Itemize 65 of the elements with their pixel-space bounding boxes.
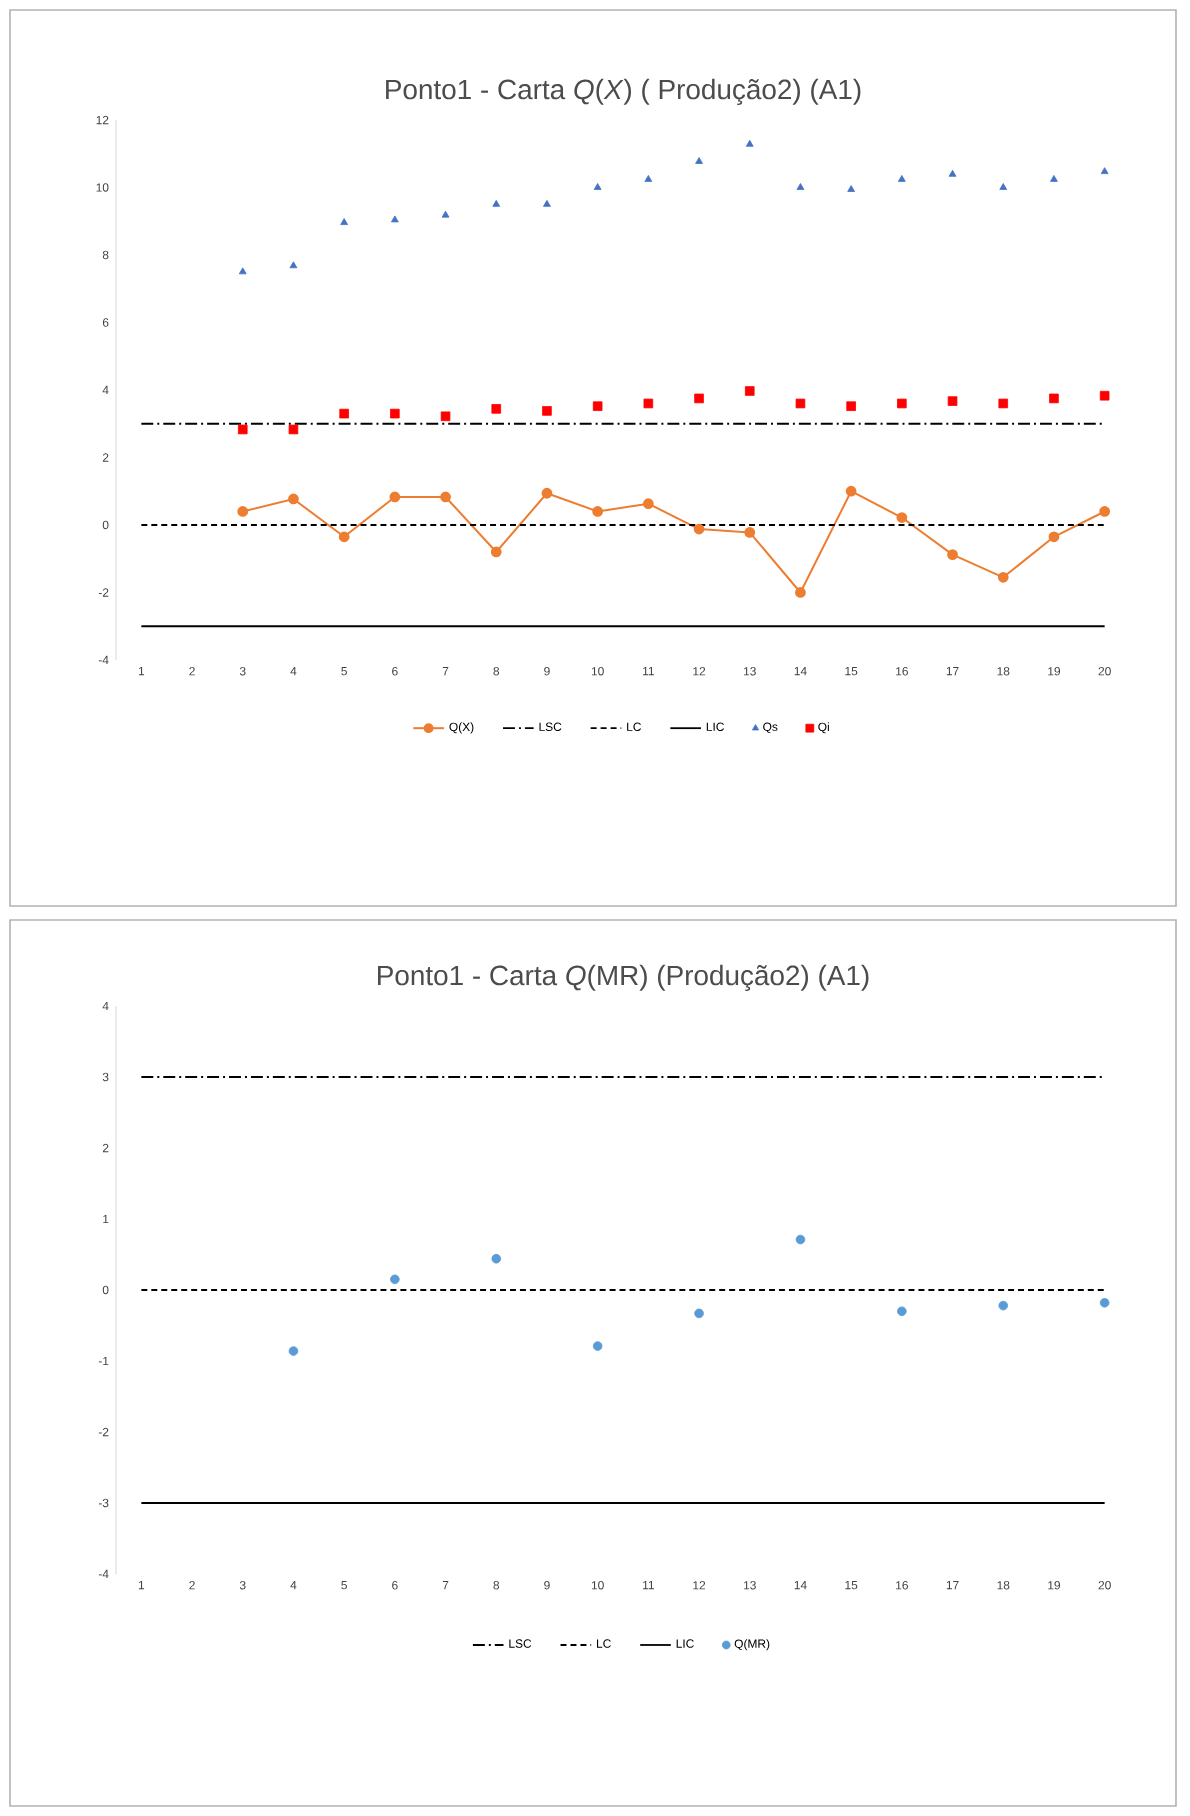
point	[541, 487, 553, 499]
point	[896, 512, 908, 523]
point	[543, 199, 551, 207]
point	[390, 408, 400, 419]
point	[288, 424, 299, 435]
point	[1099, 390, 1110, 401]
point	[948, 169, 957, 177]
point	[492, 199, 501, 207]
point	[592, 506, 604, 517]
point	[744, 386, 755, 396]
point	[947, 549, 958, 561]
point	[389, 491, 401, 503]
point	[695, 157, 703, 164]
point	[997, 571, 1009, 583]
point	[440, 491, 451, 503]
point	[898, 174, 906, 182]
point	[845, 485, 857, 497]
point	[999, 183, 1008, 190]
point	[592, 1341, 603, 1351]
chart-title: Ponto1 - Carta Q(MR) (Produção2) (A1)	[378, 964, 869, 991]
point	[897, 1306, 907, 1317]
point	[542, 406, 552, 416]
point	[795, 587, 806, 598]
point	[440, 411, 451, 422]
point	[744, 527, 756, 538]
point	[490, 546, 502, 558]
point	[694, 1308, 704, 1319]
point	[1049, 393, 1059, 404]
point	[643, 398, 654, 409]
point	[491, 1253, 502, 1264]
point	[796, 183, 805, 190]
point	[947, 396, 958, 406]
point	[390, 215, 399, 223]
point	[390, 1274, 400, 1285]
point	[745, 139, 754, 147]
point	[238, 267, 247, 275]
point	[642, 498, 654, 510]
point	[288, 1346, 299, 1356]
point	[289, 261, 298, 269]
point	[846, 401, 856, 411]
chart-title: Ponto1 - Carta Q(X) ( Produção2) (A1)	[386, 78, 861, 105]
point	[1050, 174, 1058, 182]
point	[998, 398, 1009, 409]
point	[340, 218, 348, 225]
point	[237, 424, 248, 435]
point	[1099, 1297, 1110, 1308]
point	[338, 531, 350, 543]
point	[1048, 531, 1060, 543]
point	[694, 393, 704, 404]
point	[795, 398, 806, 409]
point	[491, 404, 502, 414]
point	[644, 174, 653, 182]
point	[847, 185, 855, 192]
point	[693, 523, 705, 535]
point	[998, 1300, 1009, 1311]
point	[795, 1234, 806, 1245]
point	[237, 506, 249, 517]
point	[593, 183, 602, 190]
point	[897, 398, 907, 409]
point	[339, 408, 349, 419]
point	[1099, 506, 1111, 517]
point	[441, 210, 450, 218]
point	[1100, 167, 1109, 175]
point	[592, 401, 603, 411]
point	[288, 493, 299, 505]
